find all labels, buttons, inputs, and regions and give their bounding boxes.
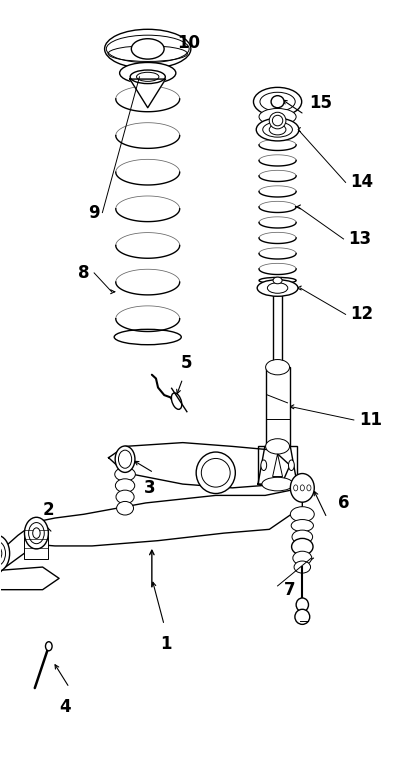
Ellipse shape: [271, 95, 284, 107]
Bar: [24, 530, 49, 559]
Ellipse shape: [307, 484, 311, 491]
Ellipse shape: [296, 598, 308, 612]
Ellipse shape: [295, 609, 310, 625]
Ellipse shape: [269, 112, 286, 129]
Text: 11: 11: [359, 411, 382, 429]
Ellipse shape: [196, 452, 235, 494]
Bar: [273, 280, 282, 367]
Ellipse shape: [294, 561, 310, 573]
Ellipse shape: [131, 39, 164, 59]
Ellipse shape: [300, 484, 304, 491]
Ellipse shape: [201, 459, 230, 487]
Ellipse shape: [115, 468, 135, 481]
Ellipse shape: [118, 450, 132, 469]
Ellipse shape: [266, 360, 290, 375]
Ellipse shape: [262, 478, 293, 491]
Ellipse shape: [260, 92, 295, 111]
Ellipse shape: [269, 124, 286, 135]
Ellipse shape: [259, 277, 296, 284]
Ellipse shape: [106, 35, 189, 63]
Ellipse shape: [105, 30, 191, 69]
Ellipse shape: [288, 460, 294, 471]
Text: 8: 8: [78, 264, 90, 282]
Ellipse shape: [292, 538, 313, 555]
Ellipse shape: [292, 530, 312, 544]
Ellipse shape: [0, 535, 10, 572]
Ellipse shape: [24, 517, 49, 549]
Ellipse shape: [254, 87, 302, 116]
Polygon shape: [37, 488, 302, 546]
Ellipse shape: [116, 490, 134, 503]
Ellipse shape: [290, 474, 314, 502]
Ellipse shape: [115, 479, 135, 492]
Ellipse shape: [33, 528, 40, 538]
Ellipse shape: [117, 501, 134, 515]
Polygon shape: [109, 443, 290, 488]
Ellipse shape: [29, 522, 44, 544]
Text: 15: 15: [309, 94, 332, 112]
Text: 10: 10: [178, 34, 200, 52]
Ellipse shape: [293, 551, 312, 565]
Ellipse shape: [273, 277, 282, 284]
Ellipse shape: [272, 115, 283, 126]
Bar: [266, 367, 290, 447]
Text: 13: 13: [349, 230, 371, 248]
Ellipse shape: [267, 282, 288, 293]
Ellipse shape: [114, 329, 181, 344]
Ellipse shape: [46, 642, 52, 651]
Ellipse shape: [263, 122, 293, 137]
Ellipse shape: [266, 439, 290, 454]
Text: 5: 5: [181, 354, 193, 372]
Ellipse shape: [291, 519, 313, 531]
Ellipse shape: [294, 484, 298, 491]
Text: 9: 9: [88, 204, 100, 222]
Polygon shape: [273, 454, 283, 477]
Polygon shape: [0, 522, 37, 581]
Text: 7: 7: [284, 581, 296, 599]
Polygon shape: [130, 79, 166, 107]
Text: 6: 6: [338, 494, 349, 512]
Ellipse shape: [0, 547, 2, 560]
Bar: [258, 447, 297, 484]
Ellipse shape: [273, 364, 282, 370]
Text: 3: 3: [144, 479, 156, 497]
Text: 4: 4: [59, 698, 71, 715]
Text: 2: 2: [43, 501, 55, 519]
Ellipse shape: [259, 108, 296, 125]
Ellipse shape: [256, 118, 299, 141]
Polygon shape: [0, 567, 59, 590]
Polygon shape: [258, 447, 297, 484]
Ellipse shape: [257, 279, 298, 296]
Ellipse shape: [130, 70, 165, 83]
Ellipse shape: [120, 63, 176, 83]
Ellipse shape: [290, 506, 314, 522]
Text: 12: 12: [351, 305, 374, 323]
Ellipse shape: [171, 393, 182, 410]
Text: 14: 14: [351, 173, 374, 192]
Ellipse shape: [137, 72, 159, 81]
Ellipse shape: [0, 541, 5, 565]
Text: 1: 1: [161, 635, 172, 653]
Ellipse shape: [261, 460, 267, 471]
Ellipse shape: [115, 446, 135, 472]
